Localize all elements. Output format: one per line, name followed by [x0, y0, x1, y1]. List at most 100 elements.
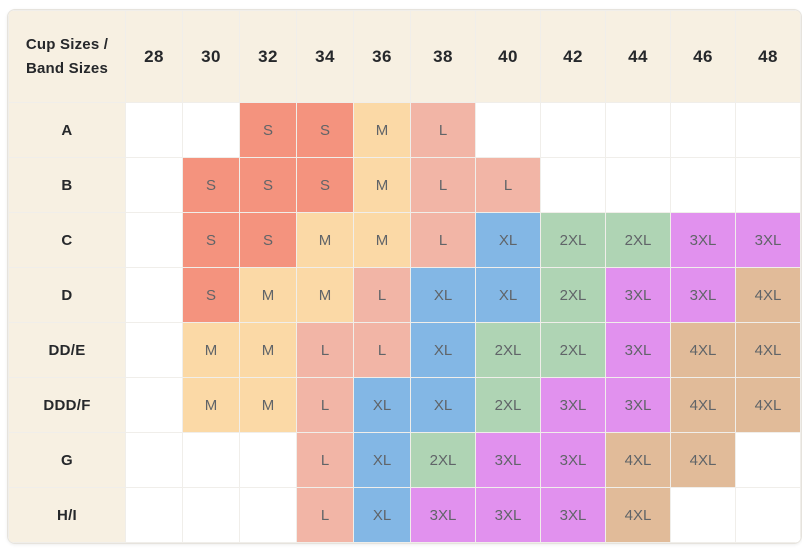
empty-cell — [182, 102, 240, 158]
empty-cell — [239, 487, 297, 543]
size-cell: 3XL — [475, 432, 541, 488]
size-cell: S — [182, 157, 240, 213]
empty-cell — [670, 487, 736, 543]
table-body: A S S M L B S S S M L L C S S M M L XL 2XL 2XL 3XL 3XL D S M M L XL X… — [8, 102, 801, 543]
empty-cell — [670, 102, 736, 158]
empty-cell — [125, 212, 183, 268]
size-cell: XL — [353, 432, 411, 488]
size-cell: 3XL — [475, 487, 541, 543]
size-cell: 2XL — [410, 432, 476, 488]
size-cell: S — [239, 102, 297, 158]
band-size-header: 30 — [182, 10, 240, 103]
size-cell: M — [239, 377, 297, 433]
cup-size-label: B — [8, 157, 126, 213]
band-size-header: 48 — [735, 10, 801, 103]
empty-cell — [605, 102, 671, 158]
size-cell: XL — [410, 322, 476, 378]
size-cell: M — [239, 267, 297, 323]
size-cell: XL — [410, 267, 476, 323]
table-row: DDD/F M M L XL XL 2XL 3XL 3XL 4XL 4XL — [8, 377, 801, 433]
size-cell: S — [182, 212, 240, 268]
size-cell: L — [410, 102, 476, 158]
cup-size-label: A — [8, 102, 126, 158]
size-cell: L — [296, 487, 354, 543]
cup-size-label: DDD/F — [8, 377, 126, 433]
band-size-header: 44 — [605, 10, 671, 103]
size-cell: S — [239, 212, 297, 268]
size-cell: 4XL — [735, 377, 801, 433]
empty-cell — [239, 432, 297, 488]
size-cell: M — [182, 322, 240, 378]
band-size-header: 40 — [475, 10, 541, 103]
size-cell: XL — [475, 267, 541, 323]
size-cell: L — [475, 157, 541, 213]
size-cell: S — [296, 102, 354, 158]
empty-cell — [540, 102, 606, 158]
empty-cell — [182, 487, 240, 543]
size-cell: 4XL — [670, 377, 736, 433]
size-cell: L — [296, 377, 354, 433]
size-cell: 3XL — [605, 377, 671, 433]
size-cell: M — [353, 212, 411, 268]
empty-cell — [735, 102, 801, 158]
size-cell: M — [353, 157, 411, 213]
size-cell: M — [239, 322, 297, 378]
table-header: Cup Sizes / Band Sizes 28 30 32 34 36 38 40 42 4… — [8, 10, 801, 103]
band-size-header: 42 — [540, 10, 606, 103]
size-cell: XL — [410, 377, 476, 433]
size-chart-table: Cup Sizes / Band Sizes 28 30 32 34 36 38 40 42 4… — [8, 10, 801, 543]
empty-cell — [125, 377, 183, 433]
empty-cell — [125, 267, 183, 323]
size-chart: Cup Sizes / Band Sizes 28 30 32 34 36 38 40 42 4… — [7, 9, 802, 544]
size-cell: 3XL — [605, 267, 671, 323]
size-cell: 3XL — [670, 212, 736, 268]
size-cell: L — [353, 322, 411, 378]
size-cell: 2XL — [605, 212, 671, 268]
size-cell: 3XL — [540, 432, 606, 488]
empty-cell — [475, 102, 541, 158]
empty-cell — [125, 157, 183, 213]
cup-size-label: C — [8, 212, 126, 268]
size-cell: S — [239, 157, 297, 213]
size-cell: 4XL — [605, 487, 671, 543]
empty-cell — [125, 322, 183, 378]
size-cell: 4XL — [735, 322, 801, 378]
table-row: H/I L XL 3XL 3XL 3XL 4XL — [8, 487, 801, 543]
band-size-header: 28 — [125, 10, 183, 103]
size-cell: L — [296, 432, 354, 488]
size-cell: 3XL — [735, 212, 801, 268]
size-cell: 4XL — [735, 267, 801, 323]
band-size-header: 34 — [296, 10, 354, 103]
size-cell: 2XL — [540, 322, 606, 378]
size-cell: L — [410, 157, 476, 213]
band-size-header: 32 — [239, 10, 297, 103]
empty-cell — [605, 157, 671, 213]
band-size-header: 36 — [353, 10, 411, 103]
empty-cell — [125, 487, 183, 543]
empty-cell — [735, 487, 801, 543]
empty-cell — [125, 432, 183, 488]
size-cell: M — [182, 377, 240, 433]
size-cell: M — [296, 212, 354, 268]
table-row: G L XL 2XL 3XL 3XL 4XL 4XL — [8, 432, 801, 488]
cup-size-label: G — [8, 432, 126, 488]
size-cell: 4XL — [670, 322, 736, 378]
size-cell: XL — [353, 487, 411, 543]
size-cell: 3XL — [540, 487, 606, 543]
size-cell: M — [296, 267, 354, 323]
size-cell: 2XL — [540, 212, 606, 268]
size-cell: XL — [353, 377, 411, 433]
size-cell: S — [182, 267, 240, 323]
empty-cell — [670, 157, 736, 213]
cup-size-label: H/I — [8, 487, 126, 543]
header-row: Cup Sizes / Band Sizes 28 30 32 34 36 38 40 42 4… — [8, 10, 801, 103]
size-cell: 2XL — [540, 267, 606, 323]
table-row: C S S M M L XL 2XL 2XL 3XL 3XL — [8, 212, 801, 268]
cup-size-label: DD/E — [8, 322, 126, 378]
size-cell: S — [296, 157, 354, 213]
size-cell: 4XL — [605, 432, 671, 488]
table-row: DD/E M M L L XL 2XL 2XL 3XL 4XL 4XL — [8, 322, 801, 378]
empty-cell — [735, 157, 801, 213]
